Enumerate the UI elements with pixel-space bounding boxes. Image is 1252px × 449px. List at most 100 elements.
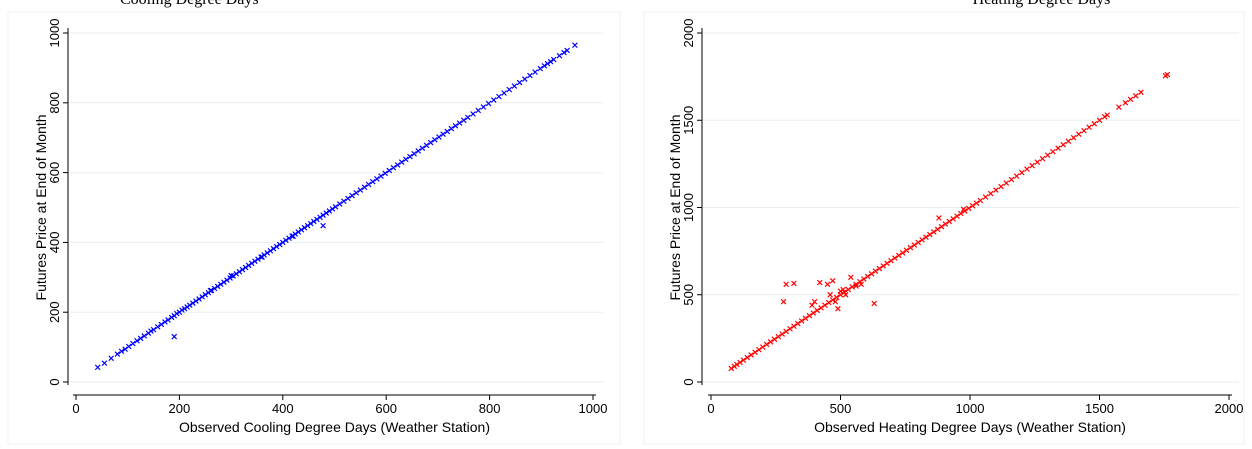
y-tick-label: 600 [47, 162, 62, 184]
data-point [835, 305, 841, 312]
data-point [236, 268, 243, 275]
data-point [1003, 180, 1010, 186]
data-point [752, 349, 758, 356]
data-point [814, 307, 821, 314]
data-point [1122, 99, 1129, 106]
data-point [326, 208, 333, 214]
data-point [289, 233, 295, 239]
data-point [403, 156, 409, 163]
data-point [787, 325, 793, 332]
data-point [816, 279, 823, 286]
data-point [794, 320, 801, 327]
data-point [245, 262, 252, 269]
data-point [108, 355, 114, 362]
data-point [214, 283, 221, 290]
data-point [130, 340, 136, 347]
data-point [822, 302, 828, 309]
data-point [832, 298, 839, 305]
data-point [1018, 169, 1025, 176]
data-point [460, 117, 467, 124]
data-point [1081, 127, 1087, 134]
data-point [775, 333, 782, 340]
data-point [973, 200, 980, 206]
data-point [960, 206, 967, 213]
y-axis-title: Futures Price at End of Month [667, 115, 683, 301]
y-tick-label: 0 [47, 378, 62, 385]
data-point [958, 210, 964, 217]
data-point [208, 287, 215, 294]
data-point [295, 229, 302, 235]
y-axis-title: Futures Price at End of Month [33, 115, 49, 301]
data-point [307, 220, 314, 227]
data-point [780, 298, 787, 305]
data-point [490, 97, 497, 103]
y-tick-label: 500 [681, 284, 696, 306]
data-point [903, 247, 910, 254]
data-point [853, 283, 859, 289]
data-point [848, 274, 854, 281]
data-point [756, 346, 762, 353]
data-point [934, 226, 941, 233]
data-point [456, 120, 463, 126]
data-point [993, 187, 999, 193]
y-tick-label: 2000 [681, 19, 696, 48]
data-point [336, 201, 343, 207]
data-point [398, 159, 405, 165]
data-point [314, 216, 320, 223]
data-point [806, 312, 813, 319]
data-point [242, 264, 249, 271]
caption-right: Heating Degree Days [973, 0, 1111, 8]
data-point [320, 222, 326, 229]
data-point [221, 279, 227, 286]
data-point [969, 202, 976, 209]
data-point [199, 294, 205, 300]
data-point [361, 184, 368, 191]
x-tick-label: 1500 [1085, 401, 1114, 416]
data-point [1138, 89, 1144, 96]
x-tick-label: 500 [830, 401, 852, 416]
data-point [783, 281, 789, 288]
data-point [791, 280, 797, 287]
x-tick-label: 1000 [956, 401, 985, 416]
data-point [767, 339, 774, 345]
data-point [465, 114, 471, 121]
data-point [407, 153, 413, 160]
data-point [1091, 120, 1098, 127]
y-tick-label: 800 [47, 92, 62, 114]
data-point [572, 42, 578, 49]
data-point [1132, 92, 1139, 99]
data-point [252, 258, 258, 265]
data-point [845, 286, 852, 293]
y-tick-label: 1000 [47, 19, 62, 48]
data-point [779, 331, 786, 337]
data-point [982, 194, 989, 200]
data-point [965, 205, 972, 212]
data-point [94, 364, 101, 371]
data-point [137, 335, 144, 342]
data-point [1029, 162, 1035, 169]
data-point [349, 192, 355, 199]
data-point [1024, 166, 1030, 172]
data-point [868, 270, 875, 277]
data-point [485, 100, 492, 107]
data-point [258, 254, 264, 260]
data-point [114, 351, 121, 357]
series-1 [728, 71, 1171, 372]
data-point [431, 136, 438, 143]
data-point [763, 341, 770, 348]
x-tick-label: 600 [375, 401, 397, 416]
data-point [506, 86, 513, 93]
data-point [827, 291, 833, 298]
data-point [871, 300, 877, 307]
data-point [329, 206, 336, 212]
data-point [907, 244, 914, 251]
data-point [273, 243, 280, 250]
data-point [480, 104, 487, 110]
data-point [1044, 152, 1051, 158]
data-point [267, 247, 274, 254]
data-point [353, 190, 360, 196]
data-point [833, 294, 840, 301]
data-point [101, 360, 108, 366]
data-point [196, 296, 202, 302]
y-tick-label: 1500 [681, 106, 696, 135]
